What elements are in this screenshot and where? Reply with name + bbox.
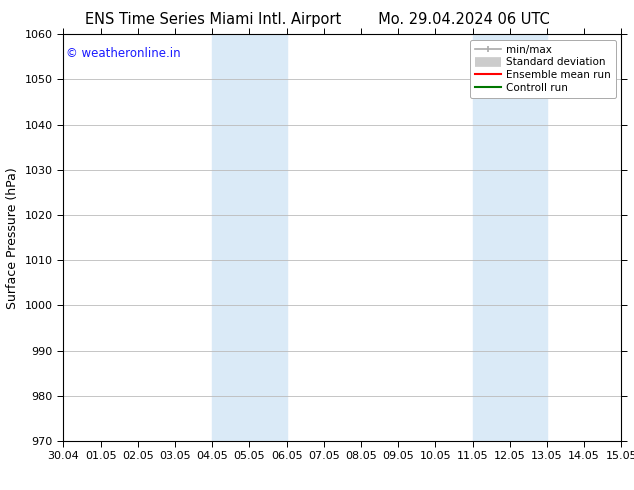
Bar xyxy=(212,34,249,441)
Y-axis label: Surface Pressure (hPa): Surface Pressure (hPa) xyxy=(6,167,19,309)
Bar xyxy=(510,34,547,441)
Bar xyxy=(249,34,287,441)
Bar xyxy=(472,34,510,441)
Legend: min/max, Standard deviation, Ensemble mean run, Controll run: min/max, Standard deviation, Ensemble me… xyxy=(470,40,616,98)
Text: ENS Time Series Miami Intl. Airport        Mo. 29.04.2024 06 UTC: ENS Time Series Miami Intl. Airport Mo. … xyxy=(84,12,550,27)
Text: © weatheronline.in: © weatheronline.in xyxy=(66,47,181,59)
